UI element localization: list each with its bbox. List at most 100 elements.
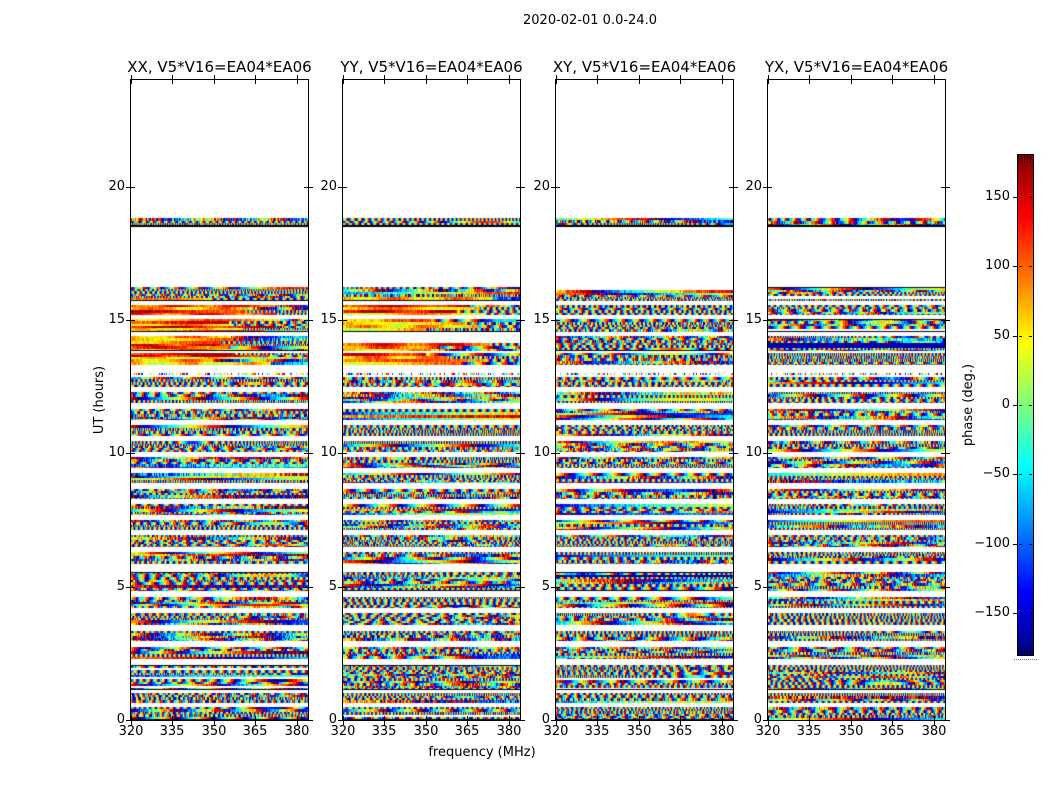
y-tick-label-xx-15: 15: [108, 312, 125, 327]
y-tick-in-left-yx-15: [768, 320, 772, 321]
y-tick-out-left-xx-15: [126, 320, 130, 321]
colorbar-tick-in-right--150: [1029, 613, 1032, 614]
y-tick-out-right-yx-15: [946, 320, 950, 321]
x-tick-in-bottom-xy-380: [722, 716, 723, 720]
y-tick-out-left-yy-20: [338, 187, 342, 188]
colorbar-tick-in-right-50: [1029, 336, 1032, 337]
colorbar-tick-in-left--150: [1019, 613, 1022, 614]
colorbar-tick-in-left--100: [1019, 544, 1022, 545]
x-tick-out-bottom-yy-335: [384, 721, 385, 725]
x-tick-label-yy-380: 380: [496, 724, 522, 739]
y-tick-out-left-xx-5: [126, 587, 130, 588]
x-tick-label-xx-320: 320: [118, 724, 144, 739]
y-tick-label-xx-10: 10: [108, 445, 125, 460]
colorbar-tick-label-150: 150: [985, 189, 1010, 204]
y-tick-in-right-yx-10: [941, 453, 945, 454]
x-tick-out-bottom-yx-350: [851, 721, 852, 725]
x-tick-in-top-yy-335: [384, 80, 385, 84]
x-tick-out-bottom-yy-365: [467, 721, 468, 725]
x-tick-label-yx-320: 320: [755, 724, 781, 739]
x-tick-out-top-yx-380: [934, 75, 935, 79]
x-tick-in-top-xx-380: [297, 80, 298, 84]
y-tick-label-yy-5: 5: [328, 579, 337, 594]
y-axis-label: UT (hours): [92, 365, 107, 435]
colorbar-end-dots: [1014, 659, 1037, 660]
y-tick-out-left-yy-5: [338, 587, 342, 588]
x-tick-label-yx-380: 380: [921, 724, 947, 739]
x-tick-label-xy-365: 365: [667, 724, 693, 739]
x-tick-out-top-yy-365: [467, 75, 468, 79]
x-tick-in-top-yx-320: [768, 80, 769, 84]
colorbar-tick-in-right-0: [1029, 405, 1032, 406]
y-tick-out-right-xy-0: [734, 720, 738, 721]
colorbar-tick-in-right-150: [1029, 197, 1032, 198]
x-tick-in-bottom-xx-320: [131, 716, 132, 720]
y-tick-label-xy-5: 5: [541, 579, 550, 594]
x-tick-out-top-xx-365: [255, 75, 256, 79]
y-tick-label-xy-15: 15: [533, 312, 550, 327]
y-tick-in-left-yx-5: [768, 587, 772, 588]
y-tick-out-right-yy-0: [521, 720, 525, 721]
y-tick-in-left-xy-0: [556, 720, 560, 721]
y-tick-in-right-yy-5: [516, 587, 520, 588]
y-tick-in-right-xy-20: [729, 187, 733, 188]
panel-title-yy: YY, V5*V16=EA04*EA06: [340, 58, 523, 76]
x-tick-label-yy-320: 320: [330, 724, 356, 739]
y-tick-out-right-xx-15: [309, 320, 313, 321]
colorbar-top-cap: [1018, 155, 1033, 163]
y-tick-out-left-xy-0: [551, 720, 555, 721]
x-tick-label-xx-365: 365: [242, 724, 268, 739]
x-tick-label-xx-350: 350: [201, 724, 227, 739]
y-tick-label-yy-15: 15: [320, 312, 337, 327]
y-tick-in-left-xx-20: [131, 187, 135, 188]
x-tick-in-top-xx-335: [172, 80, 173, 84]
x-tick-in-top-yy-350: [426, 80, 427, 84]
x-tick-label-xx-335: 335: [159, 724, 185, 739]
figure-title: 2020-02-01 0.0-24.0: [523, 13, 657, 28]
y-tick-out-right-xy-20: [734, 187, 738, 188]
y-tick-out-right-yx-0: [946, 720, 950, 721]
x-tick-label-xy-380: 380: [709, 724, 735, 739]
colorbar-tick-out-left--100: [1013, 544, 1017, 545]
x-tick-in-top-xx-365: [255, 80, 256, 84]
y-tick-out-left-yx-15: [763, 320, 767, 321]
x-tick-in-top-yy-365: [467, 80, 468, 84]
y-tick-in-right-xx-20: [304, 187, 308, 188]
x-tick-out-top-xy-380: [722, 75, 723, 79]
y-tick-in-left-xy-15: [556, 320, 560, 321]
y-tick-in-right-yy-10: [516, 453, 520, 454]
colorbar-tick-out-left-150: [1013, 197, 1017, 198]
colorbar: [1017, 154, 1034, 656]
x-tick-in-bottom-xy-365: [680, 716, 681, 720]
x-tick-out-top-yy-320: [343, 75, 344, 79]
x-tick-in-bottom-xy-335: [597, 716, 598, 720]
x-tick-out-bottom-xy-320: [556, 721, 557, 725]
y-tick-label-yx-5: 5: [753, 579, 762, 594]
y-tick-in-right-xy-15: [729, 320, 733, 321]
x-tick-in-bottom-yx-335: [809, 716, 810, 720]
x-tick-in-top-yx-380: [934, 80, 935, 84]
heatmap-canvas-xy: [556, 80, 733, 720]
x-tick-in-top-xy-335: [597, 80, 598, 84]
x-axis-label: frequency (MHz): [428, 745, 536, 760]
y-tick-in-left-yy-20: [343, 187, 347, 188]
y-tick-in-right-yy-0: [516, 720, 520, 721]
x-tick-out-top-xy-320: [556, 75, 557, 79]
x-tick-label-yx-365: 365: [879, 724, 905, 739]
y-tick-out-right-yy-5: [521, 587, 525, 588]
x-tick-label-yy-365: 365: [454, 724, 480, 739]
y-tick-in-left-xy-5: [556, 587, 560, 588]
y-tick-in-left-xx-10: [131, 453, 135, 454]
y-tick-in-left-yy-15: [343, 320, 347, 321]
x-tick-out-top-xy-335: [597, 75, 598, 79]
x-tick-in-top-yx-335: [809, 80, 810, 84]
colorbar-tick-label--100: −100: [974, 536, 1010, 551]
y-tick-label-xy-10: 10: [533, 445, 550, 460]
x-tick-out-top-xx-335: [172, 75, 173, 79]
x-tick-in-top-xy-365: [680, 80, 681, 84]
x-tick-in-bottom-yx-350: [851, 716, 852, 720]
x-tick-label-yx-350: 350: [838, 724, 864, 739]
y-tick-in-left-xy-20: [556, 187, 560, 188]
x-tick-in-top-xy-320: [556, 80, 557, 84]
y-tick-out-right-yx-20: [946, 187, 950, 188]
